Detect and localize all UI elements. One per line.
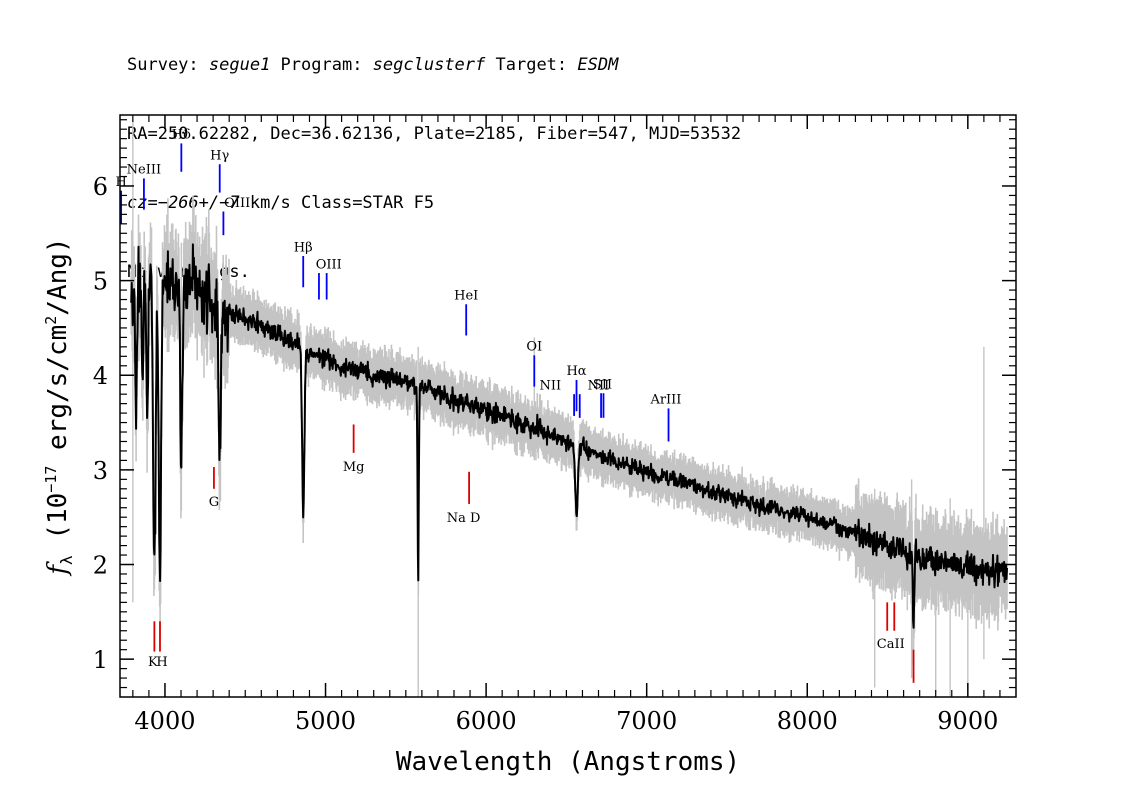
cz-label: cz= xyxy=(127,193,158,213)
y-tick-label: 3 xyxy=(93,457,108,485)
emission-line-label: H xyxy=(115,175,126,190)
y-axis-exponent: −17 xyxy=(42,466,60,493)
y-tick-label: 6 xyxy=(93,173,108,201)
absorption-line-label: K xyxy=(148,655,158,670)
emission-line-label: NII xyxy=(588,378,610,393)
x-tick-label: 5000 xyxy=(295,707,356,735)
emission-line-label: OIII xyxy=(224,196,250,211)
emission-line-label: Hα xyxy=(566,364,586,379)
emission-line-label: OI xyxy=(526,340,542,355)
error-band-path xyxy=(130,195,1008,671)
spectrum-header: Survey: segue1 Program: segclusterf Targ… xyxy=(127,8,741,307)
x-tick-label: 7000 xyxy=(616,707,677,735)
y-axis-unit-start: (10 xyxy=(43,493,73,556)
emission-line-label: OIII xyxy=(316,257,342,272)
axis-ticks: 4000 5000 6000 7000 8000 9000 1 2 3 4 5 6 xyxy=(93,115,1016,735)
absorption-line-label: Mg xyxy=(343,460,365,475)
emission-line-label: SII xyxy=(593,377,612,392)
y-axis-unit-end: /Ang) xyxy=(43,237,73,315)
program-value: segclusterf xyxy=(372,55,486,75)
header-line-survey: Survey: segue1 Program: segclusterf Targ… xyxy=(127,54,741,77)
flux-series xyxy=(130,243,1008,629)
emission-line-label: NeIII xyxy=(127,163,161,178)
emission-line-label: NII xyxy=(540,378,562,393)
absorption-line-label: H xyxy=(156,655,167,670)
y-tick-label: 1 xyxy=(93,646,108,674)
emission-line-label: ArIII xyxy=(649,393,681,408)
error-band xyxy=(130,119,1008,697)
absorption-line-label: Na D xyxy=(447,511,481,526)
header-line-redshift: cz=−266+/−7 km/s Class=STAR F5 xyxy=(127,192,741,215)
x-tick-label: 4000 xyxy=(134,707,195,735)
x-axis-title: Wavelength (Angstroms) xyxy=(396,747,740,777)
survey-label: Survey: xyxy=(127,55,209,75)
y-axis-title: fλ (10−17 erg/s/cm2/Ang) xyxy=(42,237,76,576)
emission-line-label: HeI xyxy=(454,289,478,304)
y-axis-exponent-2: 2 xyxy=(42,316,60,325)
x-tick-label: 9000 xyxy=(937,707,998,735)
target-label: Target: xyxy=(485,55,578,75)
x-tick-label: 8000 xyxy=(777,707,838,735)
emission-line-label: Hβ xyxy=(294,240,313,255)
y-tick-label: 4 xyxy=(93,362,108,390)
emission-line-label: Hδ xyxy=(172,128,191,143)
absorption-line-label: G xyxy=(209,495,219,510)
survey-value: segue1 xyxy=(208,55,271,75)
header-line-coordinates: RA=250.62282, Dec=36.62136, Plate=2185, … xyxy=(127,124,742,144)
flux-line xyxy=(130,243,1008,629)
emission-line-label: Hγ xyxy=(210,148,229,163)
y-axis-subscript: λ xyxy=(57,555,76,565)
absorption-line-label: CaII xyxy=(877,637,905,652)
cz-value: −266+/−7 xyxy=(157,193,240,213)
y-tick-label: 2 xyxy=(93,552,108,580)
plot-frame xyxy=(119,114,1017,698)
x-tick-label: 6000 xyxy=(456,707,517,735)
y-tick-label: 5 xyxy=(93,268,108,296)
target-value: ESDM xyxy=(577,55,619,75)
program-label: Program: xyxy=(270,55,373,75)
class-label: km/s Class=STAR F5 xyxy=(239,193,435,213)
spectral-line-markers: HNeIIIHδHγOIIIHβOIIIHeIOINIIHαNIISIIArII… xyxy=(115,128,915,683)
y-axis-unit-middle: erg/s/cm xyxy=(43,325,73,466)
